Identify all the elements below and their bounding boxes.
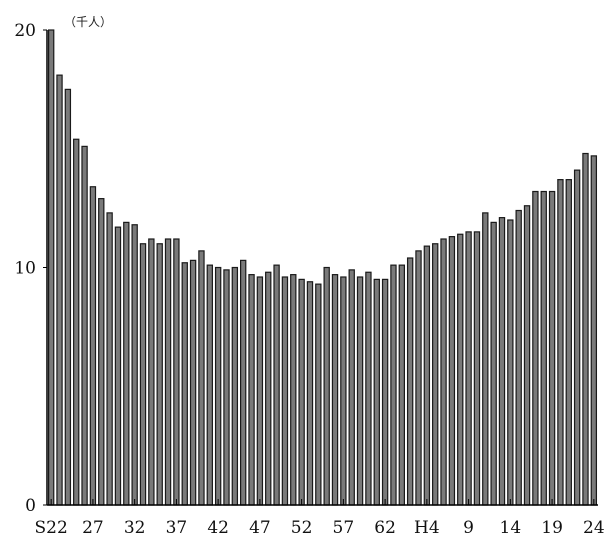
y-tick-label: 10 bbox=[14, 259, 36, 279]
bar-H12 bbox=[491, 222, 496, 505]
bar-S29 bbox=[107, 213, 112, 505]
bar-S39 bbox=[191, 260, 196, 505]
unit-label: （千人） bbox=[64, 15, 112, 29]
bar-S44 bbox=[232, 268, 237, 506]
bar-H9 bbox=[466, 232, 471, 505]
bar-S31 bbox=[124, 222, 129, 505]
bar-S43 bbox=[224, 270, 229, 505]
bar-S34 bbox=[149, 239, 154, 505]
bar-S45 bbox=[241, 260, 246, 505]
bar-S28 bbox=[99, 199, 104, 505]
bar-S52 bbox=[299, 279, 304, 505]
bar-H3 bbox=[416, 251, 421, 505]
bar-H8 bbox=[458, 234, 463, 505]
x-tick-label: 52 bbox=[291, 518, 313, 538]
bar-S54 bbox=[316, 284, 321, 505]
x-tick-label: 14 bbox=[500, 518, 522, 538]
bar-S50 bbox=[282, 277, 287, 505]
x-tick-label: 47 bbox=[249, 518, 271, 538]
bar-H11 bbox=[483, 213, 488, 505]
bar-S27 bbox=[90, 187, 95, 505]
y-tick-label: 20 bbox=[14, 21, 36, 41]
bar-S38 bbox=[182, 263, 187, 505]
bar-H16 bbox=[524, 206, 529, 505]
bar-S25 bbox=[74, 139, 79, 505]
bar-H5 bbox=[433, 244, 438, 505]
axes-layer bbox=[47, 30, 598, 505]
bar-S53 bbox=[307, 282, 312, 505]
bar-S46 bbox=[249, 275, 254, 505]
bar-H6 bbox=[441, 239, 446, 505]
bar-S30 bbox=[115, 227, 120, 505]
bar-H23 bbox=[583, 154, 588, 506]
bar-S49 bbox=[274, 265, 279, 505]
bar-H7 bbox=[449, 237, 454, 505]
bar-S33 bbox=[140, 244, 145, 505]
bar-H2 bbox=[408, 258, 413, 505]
bar-S24 bbox=[65, 89, 70, 505]
bar-H15 bbox=[516, 211, 521, 506]
bar-S61 bbox=[374, 279, 379, 505]
bar-S36 bbox=[165, 239, 170, 505]
bar-S55 bbox=[324, 268, 329, 506]
bar-S56 bbox=[332, 275, 337, 505]
bar-S47 bbox=[257, 277, 262, 505]
x-tick-label: 24 bbox=[583, 518, 605, 538]
x-tick-label: 37 bbox=[166, 518, 188, 538]
bar-S51 bbox=[291, 275, 296, 505]
bar-S57 bbox=[341, 277, 346, 505]
bar-H17 bbox=[533, 192, 538, 506]
bar-S63 bbox=[391, 265, 396, 505]
x-tick-label: 19 bbox=[541, 518, 563, 538]
bar-S58 bbox=[349, 270, 354, 505]
bar-S48 bbox=[266, 272, 271, 505]
bar-S37 bbox=[174, 239, 179, 505]
x-tick-label: 57 bbox=[333, 518, 355, 538]
bar-H18 bbox=[541, 192, 546, 506]
x-tick-label: 27 bbox=[82, 518, 104, 538]
x-tick-label: 42 bbox=[207, 518, 229, 538]
bar-S32 bbox=[132, 225, 137, 505]
bar-S23 bbox=[57, 75, 62, 505]
bar-S40 bbox=[199, 251, 204, 505]
bar-H20 bbox=[558, 180, 563, 505]
bar-H22 bbox=[575, 170, 580, 505]
bar-S22 bbox=[49, 30, 54, 505]
x-tick-label: 32 bbox=[124, 518, 146, 538]
bar-H10 bbox=[474, 232, 479, 505]
x-tick-label: S22 bbox=[35, 518, 68, 538]
bar-S41 bbox=[207, 265, 212, 505]
bar-H14 bbox=[508, 220, 513, 505]
bar-S26 bbox=[82, 146, 87, 505]
bar-H13 bbox=[499, 218, 504, 505]
bar-S42 bbox=[216, 268, 221, 506]
x-tick-label: 9 bbox=[463, 518, 474, 538]
bar-S62 bbox=[383, 279, 388, 505]
y-tick-label: 0 bbox=[25, 496, 36, 516]
bar-H1 bbox=[399, 265, 404, 505]
bar-H21 bbox=[566, 180, 571, 505]
bar-S35 bbox=[157, 244, 162, 505]
bar-H19 bbox=[550, 192, 555, 506]
bars-layer bbox=[49, 30, 597, 505]
bar-S60 bbox=[366, 272, 371, 505]
bar-H4 bbox=[424, 246, 429, 505]
x-tick-label: H4 bbox=[414, 518, 440, 538]
bar-H24 bbox=[591, 156, 596, 505]
bar-S59 bbox=[357, 277, 362, 505]
x-tick-label: 62 bbox=[374, 518, 396, 538]
